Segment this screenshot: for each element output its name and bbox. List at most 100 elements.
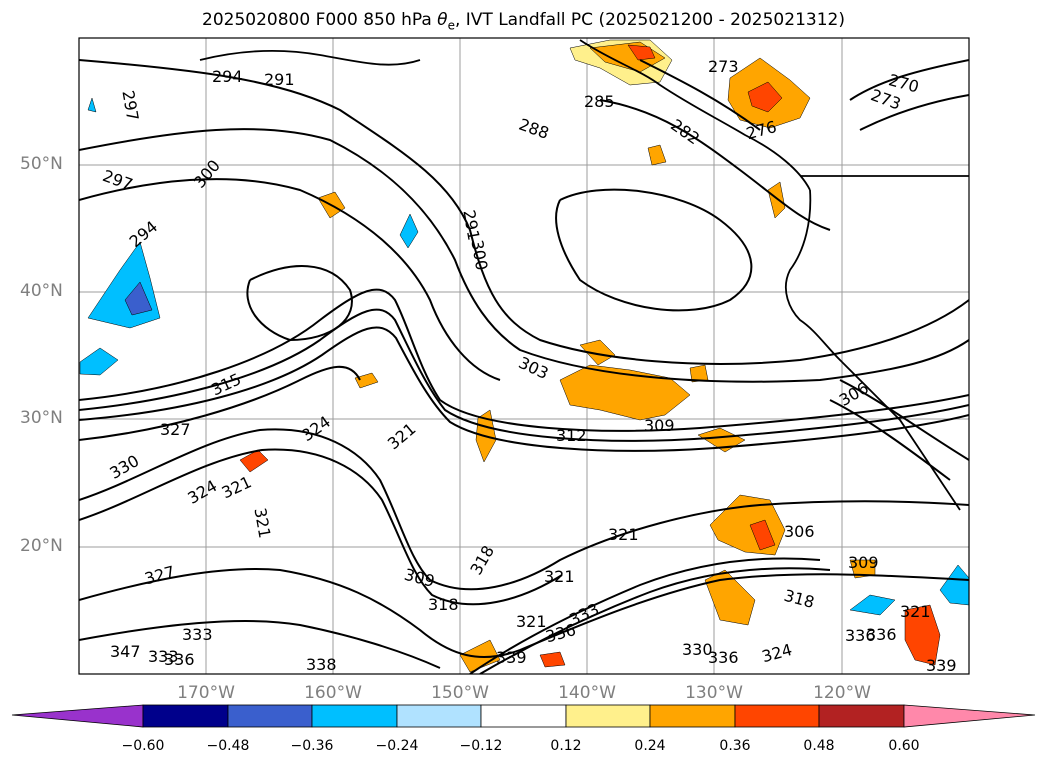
blue-blob-north [87, 97, 97, 113]
colorbar-tick-label: 0.60 [888, 738, 920, 754]
gridlines [79, 38, 969, 674]
blue-blob-west-core [124, 281, 153, 316]
contour-label: 309 [644, 416, 675, 435]
lat-label: 40°N [20, 281, 63, 301]
colorbar-tick-label: −0.60 [121, 738, 165, 754]
contour-label: 297 [100, 166, 135, 194]
contour-label: 336 [708, 648, 739, 667]
orange-blob-e3 [767, 181, 786, 219]
contour-label: 309 [848, 553, 879, 572]
contour-label: 321 [250, 506, 274, 539]
blue-blob-e2 [939, 564, 969, 606]
colorbar-tick-label: −0.12 [459, 738, 503, 754]
lon-label: 160°W [304, 683, 362, 703]
contour-label: 294 [126, 217, 162, 251]
colorbar-bin [311, 704, 398, 728]
colorbar-tick-label: 0.36 [719, 738, 751, 754]
colorbar-bin [818, 704, 905, 728]
contour-label: 300 [190, 156, 224, 192]
contour-label-group: 294 291 297 285 273 270 273 276 282 288 … [100, 57, 956, 675]
contour-label: 321 [384, 419, 420, 453]
contour-label: 288 [516, 115, 551, 143]
contour-label: 347 [110, 642, 141, 661]
colorbar [11, 704, 1036, 728]
red-blob-ne [747, 81, 783, 113]
contour-label: 291 [459, 208, 483, 241]
colorbar-extend-min [11, 704, 144, 728]
colorbar-bin [396, 704, 482, 728]
lat-label: 20°N [20, 536, 63, 556]
contour-label: 297 [118, 89, 142, 122]
blue-blob-west [87, 241, 161, 329]
orange-blob-w4 [354, 372, 379, 389]
colorbar-tick-label: −0.36 [290, 738, 334, 754]
colorbar-bin [734, 704, 820, 728]
colorbar-tick-label: −0.24 [375, 738, 419, 754]
contours [79, 59, 969, 674]
colorbar-tick-label: 0.48 [803, 738, 835, 754]
contour-label: 318 [466, 542, 498, 578]
orange-blob-e6 [647, 144, 667, 166]
contour-label: 321 [219, 472, 255, 502]
contour-label: 324 [184, 476, 220, 508]
coastlines [199, 39, 969, 511]
contour-label: 327 [160, 420, 191, 439]
colorbar-bin [227, 704, 313, 728]
contour-label: 324 [760, 640, 794, 666]
lon-label: 130°W [685, 683, 743, 703]
contour-label: 336 [164, 650, 195, 669]
orange-blob-s2 [539, 651, 566, 668]
contour-label: 303 [516, 353, 552, 383]
colorbar-bin [480, 704, 567, 728]
contour-label: 300 [467, 238, 491, 271]
lat-label: 30°N [20, 408, 63, 428]
colorbar-bin [565, 704, 651, 728]
red-blob-far-se [904, 604, 941, 666]
contour-label: 327 [142, 562, 176, 588]
contour-label: 330 [682, 640, 713, 659]
contour-label: 330 [106, 451, 142, 483]
contour-label: 291 [264, 70, 295, 89]
contour-label: 333 [148, 647, 179, 666]
contour-label: 312 [556, 426, 587, 445]
contour-label: 338 [306, 655, 337, 674]
contour-label: 321 [544, 567, 575, 586]
contour-label: 282 [667, 115, 703, 148]
contour-label: 273 [708, 57, 739, 76]
blue-blob-e1 [849, 594, 896, 616]
colorbar-tick-label: 0.24 [634, 738, 666, 754]
contour-label: 336 [543, 620, 577, 646]
lat-label: 50°N [20, 154, 63, 174]
orange-blob-se2 [704, 569, 756, 626]
lon-label: 120°W [813, 683, 871, 703]
red-blob-se [749, 519, 776, 551]
lon-label: 150°W [431, 683, 489, 703]
orange-blob-mid2 [579, 339, 616, 366]
lon-label: 140°W [558, 683, 616, 703]
orange-blob-mid [559, 364, 691, 421]
contour-label: 309 [402, 565, 436, 591]
colorbar-tick-label: 0.12 [550, 738, 582, 754]
colorbar-bin [142, 704, 229, 728]
contour-label: 321 [608, 525, 639, 544]
chart-title: 2025020800 F000 850 hPa θe, IVT Landfall… [202, 10, 845, 33]
contour-label: 285 [584, 92, 615, 111]
contour-label: 336 [845, 626, 876, 645]
colorbar-extend-max [903, 704, 1036, 728]
orange-blob-w2 [239, 449, 269, 473]
contour-label: 336 [866, 625, 897, 644]
contour-label: 321 [516, 612, 547, 631]
blue-blob-west-2 [79, 347, 119, 376]
contour-label: 318 [428, 595, 459, 614]
lon-label: 170°W [177, 683, 235, 703]
contour-label: 339 [496, 648, 527, 667]
contour-label: 318 [782, 586, 816, 612]
contour-label: 333 [182, 625, 213, 644]
contour-label: 294 [212, 67, 243, 86]
map-frame [78, 37, 970, 675]
colorbar-bin [649, 704, 736, 728]
colorbar-tick-label: −0.48 [206, 738, 250, 754]
blue-blob-mid [399, 213, 419, 249]
contour-label: 339 [926, 656, 957, 675]
